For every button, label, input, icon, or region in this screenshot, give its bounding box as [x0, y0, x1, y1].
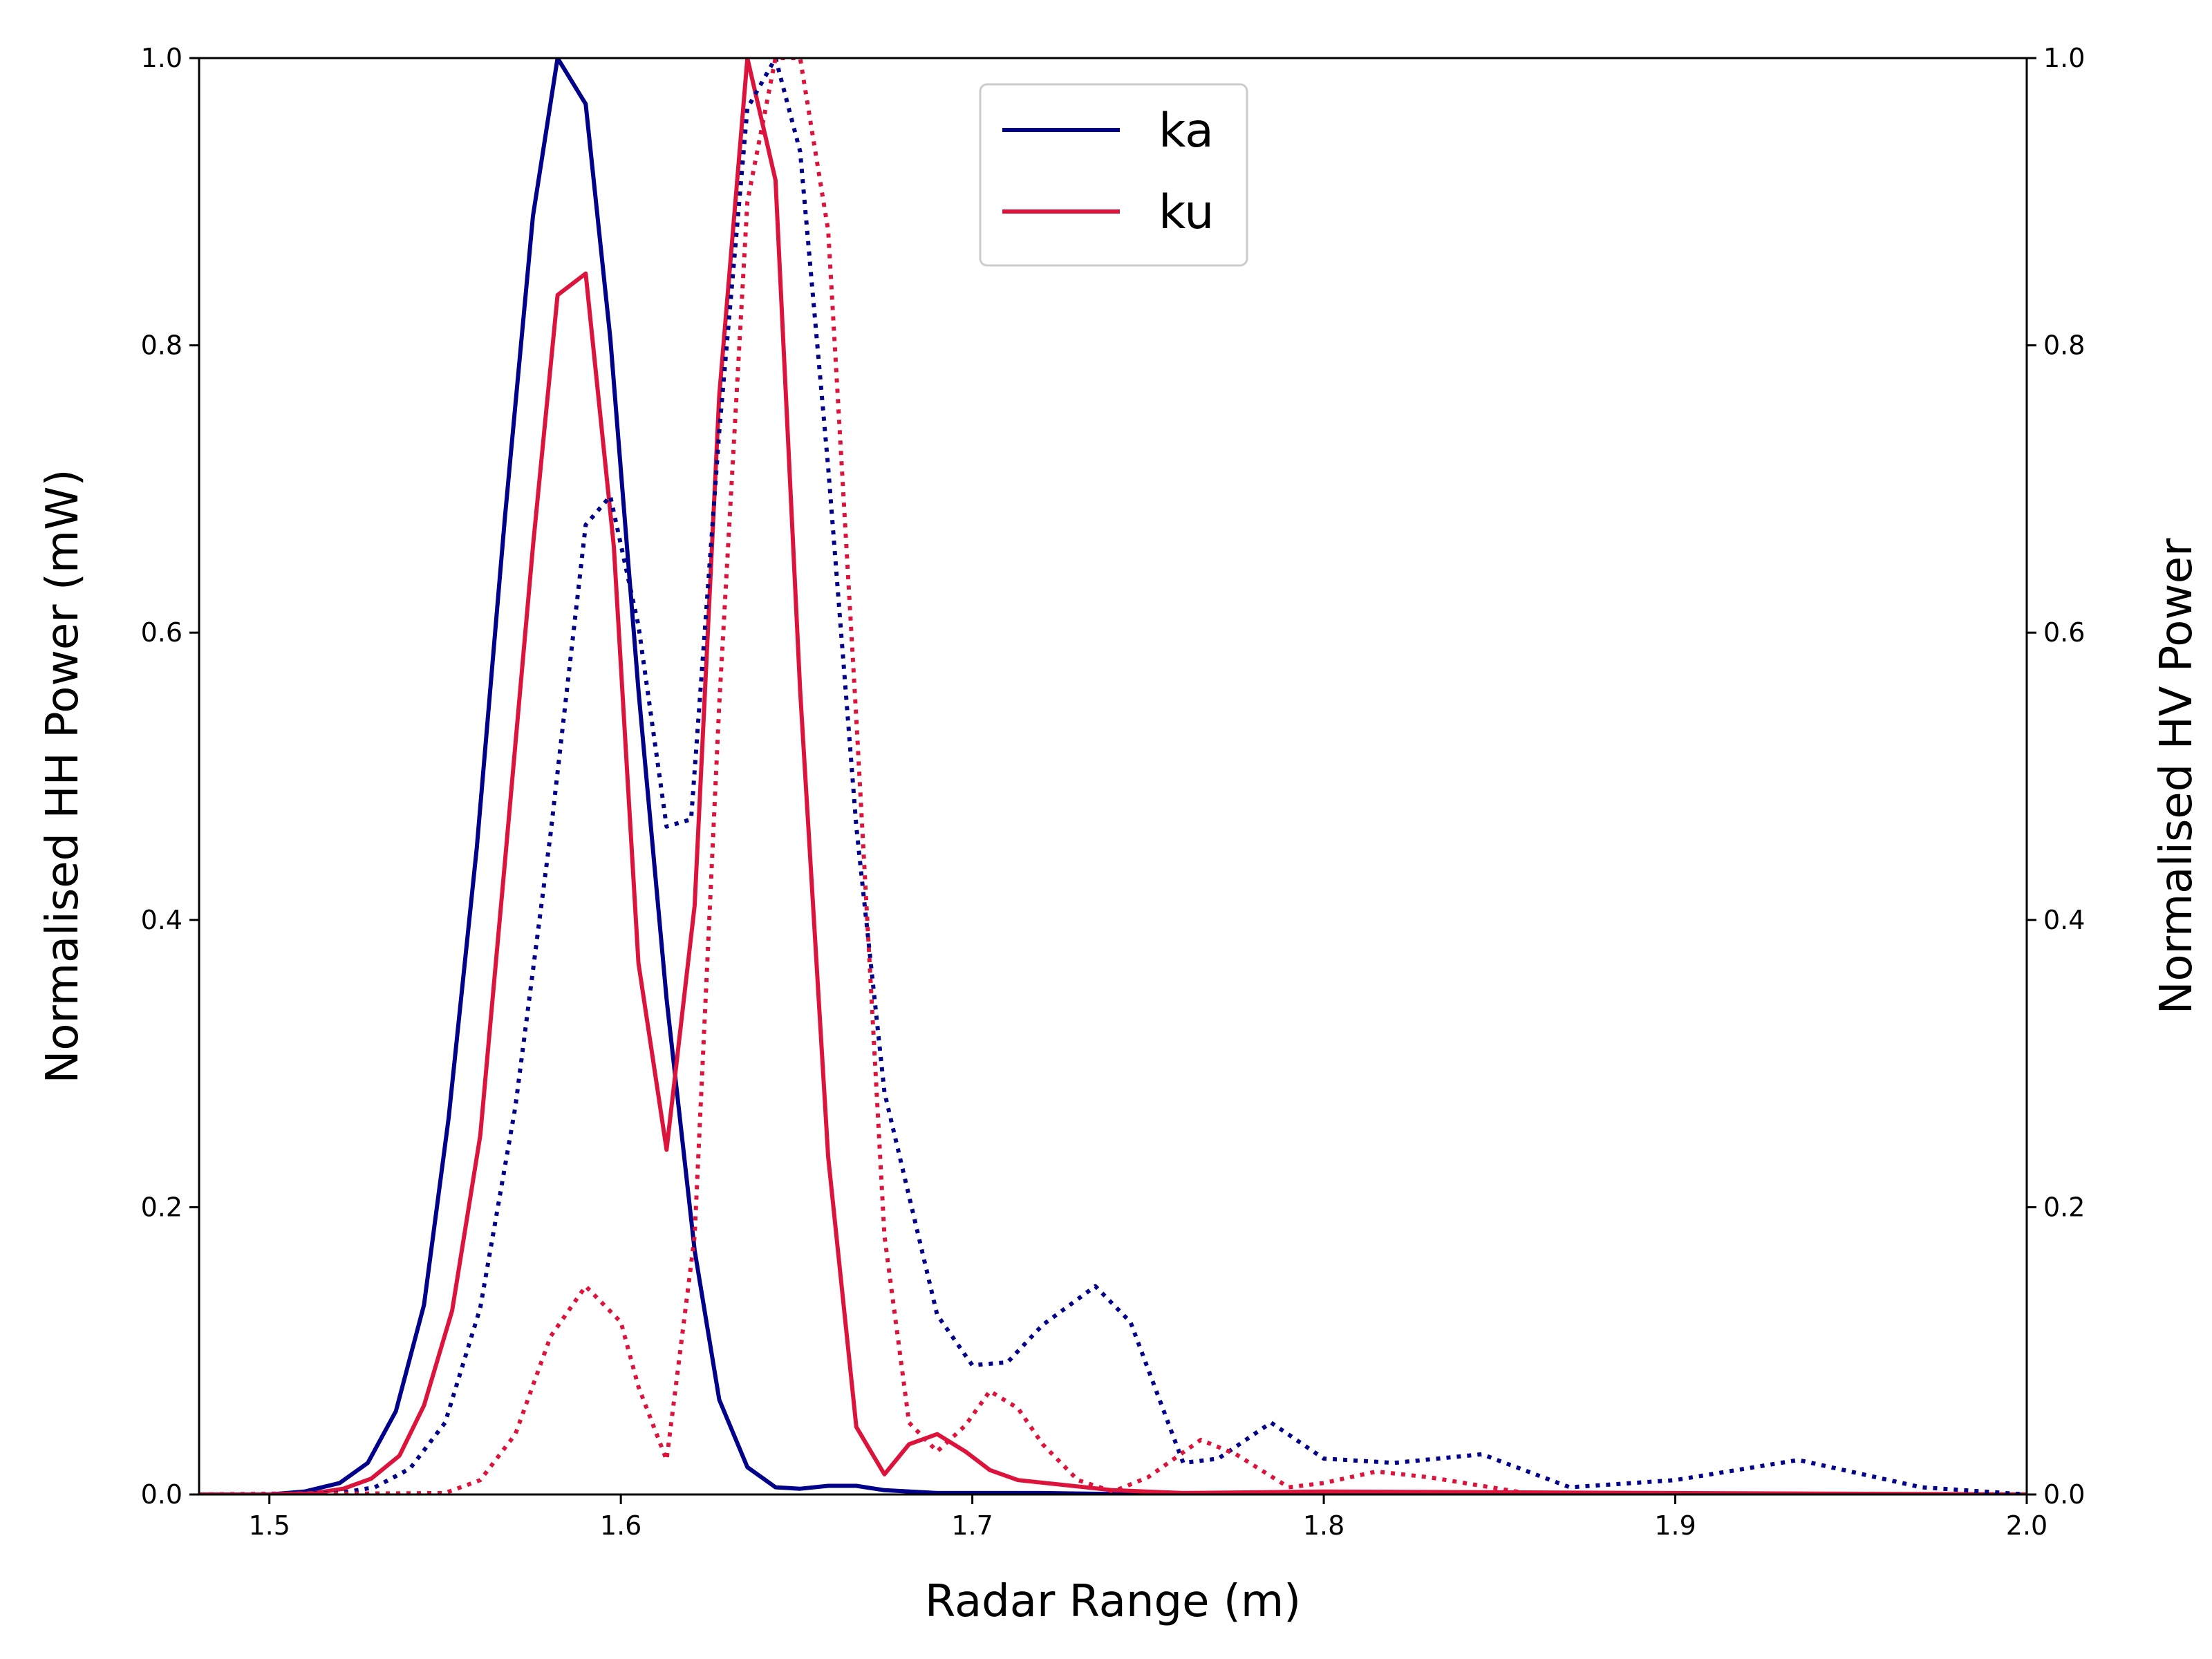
y2-tick-label: 0.6	[2043, 617, 2085, 648]
y2-tick-label: 0.4	[2043, 905, 2085, 935]
y-tick-label: 1.0	[141, 43, 182, 73]
x-axis-label: Radar Range (m)	[925, 1576, 1301, 1627]
y-tick-label: 0.8	[141, 330, 182, 361]
legend-label-ku: ku	[1159, 185, 1214, 240]
x-tick-label: 1.6	[600, 1510, 641, 1541]
series-line-ka-hh-solid	[199, 58, 2027, 1494]
y-tick-label: 0.4	[141, 905, 182, 935]
series-line-ku-hh-solid	[199, 58, 2027, 1494]
series-line-ku-hv-dotted	[199, 58, 2027, 1494]
legend-label-ka: ka	[1159, 104, 1214, 158]
y-tick-label: 0.6	[141, 617, 182, 648]
x-tick-label: 2.0	[2006, 1510, 2047, 1541]
y-tick-label: 0.2	[141, 1192, 182, 1222]
y-axis-label: Normalised HH Power (mW)	[37, 469, 88, 1083]
x-tick-label: 1.8	[1303, 1510, 1344, 1541]
x-axis-ticks: 1.5 1.6 1.7 1.8 1.9 2.0	[248, 1494, 2047, 1541]
y2-tick-label: 1.0	[2043, 43, 2085, 73]
series-layer	[199, 58, 2027, 1494]
y-axis-ticks: 0.0 0.2 0.4 0.6 0.8 1.0	[141, 43, 199, 1510]
x-tick-label: 1.9	[1654, 1510, 1696, 1541]
plot-frame	[198, 57, 2028, 1496]
y2-axis-ticks: 0.0 0.2 0.4 0.6 0.8 1.0	[2027, 43, 2085, 1510]
x-tick-label: 1.5	[248, 1510, 290, 1541]
y2-tick-label: 0.8	[2043, 330, 2085, 361]
y2-axis-label: Normalised HV Power	[2151, 538, 2202, 1014]
y-tick-label: 0.0	[141, 1479, 182, 1510]
x-tick-label: 1.7	[951, 1510, 993, 1541]
legend: ka ku	[979, 83, 1248, 267]
y2-tick-label: 0.0	[2043, 1479, 2085, 1510]
y2-tick-label: 0.2	[2043, 1192, 2085, 1222]
